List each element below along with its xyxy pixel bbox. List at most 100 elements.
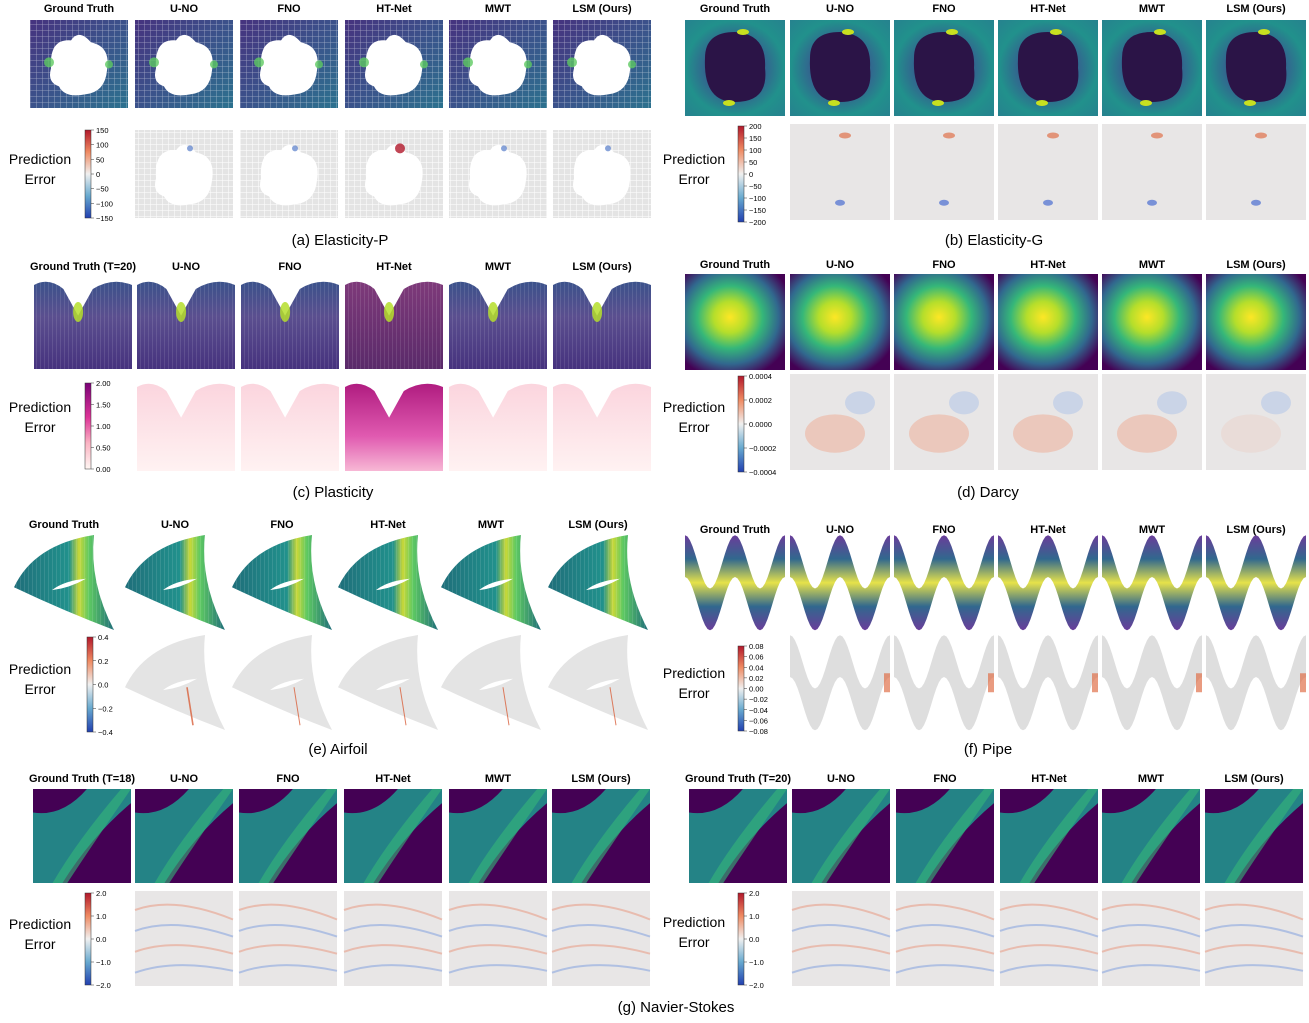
prediction-label: Prediction: [663, 399, 725, 415]
vortex-band: [468, 789, 547, 883]
colorbar-tick-label: 0.04: [749, 663, 764, 672]
colorbar-tick-label: −0.04: [749, 706, 768, 715]
shock-error-line: [186, 687, 194, 726]
error-spot: [1255, 132, 1267, 139]
error-streak: [134, 964, 234, 974]
method-label: MWT: [485, 773, 512, 785]
error-field: [125, 635, 225, 730]
error-streak: [1101, 944, 1201, 955]
panel-caption: (f) Pipe: [964, 741, 1012, 758]
error-field: [449, 383, 547, 471]
method-label: LSM (Ours): [1226, 524, 1286, 536]
shock-error-line: [399, 687, 407, 726]
colorbar-tick-label: −0.02: [749, 695, 768, 704]
error-label: Error: [24, 681, 55, 697]
error-field: [232, 635, 332, 730]
mesh-lines: [34, 281, 132, 369]
ground-truth-label: Ground Truth (T=20): [685, 773, 791, 785]
method-label: HT-Net: [376, 261, 412, 273]
colorbar-tick-label: 0.0: [749, 935, 759, 944]
colorbar-tick-label: −0.4: [98, 728, 113, 737]
colorbar-tick-label: 100: [749, 146, 762, 155]
ground-truth-label: Ground Truth: [29, 519, 100, 531]
shock-error-line: [609, 687, 617, 726]
error-blob: [949, 391, 979, 415]
colorbar-tick-label: 1.50: [96, 401, 111, 410]
pressure-field: [1102, 274, 1202, 370]
error-streak: [1204, 944, 1304, 955]
error-label: Error: [24, 419, 55, 435]
error-field: [894, 635, 994, 731]
colorbar-tick-label: −100: [749, 194, 766, 203]
colorbar-tick-label: 150: [749, 134, 762, 143]
error-field: [1102, 635, 1202, 731]
colorbar: [84, 892, 92, 986]
error-streak: [238, 944, 338, 955]
method-label: HT-Net: [1030, 3, 1066, 15]
hole-shape: [573, 144, 631, 206]
error-blob: [1221, 414, 1281, 453]
error-label: Error: [678, 685, 709, 701]
error-field: [338, 635, 438, 730]
airfoil-shape: [270, 678, 304, 691]
mesh-lines: [449, 281, 547, 369]
method-label: HT-Net: [1031, 773, 1067, 785]
ground-truth-label: Ground Truth: [700, 259, 771, 271]
error-spot: [884, 673, 890, 693]
error-streak: [999, 944, 1099, 955]
hole-shape: [704, 32, 766, 102]
error-blob: [1053, 391, 1083, 415]
panel-airfoil: Ground Truth U-NO FNO HT-Net MWT LSM (Ours) 0.…: [9, 519, 648, 758]
colorbar-tick-label: −2.0: [749, 981, 764, 990]
error-streak: [999, 964, 1099, 974]
airfoil-shape: [586, 678, 620, 691]
ground-truth-label: Ground Truth: [44, 3, 115, 15]
error-field: [1206, 374, 1306, 470]
mesh-lines: [338, 535, 438, 630]
error-spot: [988, 673, 994, 693]
method-label: MWT: [1139, 259, 1166, 271]
method-label: MWT: [1138, 773, 1165, 785]
colorbar: [737, 125, 745, 223]
error-streak: [895, 924, 995, 938]
stress-spot: [1244, 100, 1256, 106]
colorbar-tick-label: 0: [96, 170, 100, 179]
airfoil-shape: [479, 678, 513, 691]
error-spot: [1092, 673, 1098, 693]
method-label: FNO: [276, 773, 300, 785]
prediction-label: Prediction: [663, 914, 725, 930]
mesh-lines: [441, 535, 541, 630]
stress-spot: [828, 100, 840, 106]
error-streak: [1204, 903, 1304, 921]
vortex-band: [258, 789, 337, 883]
colorbar: [737, 892, 745, 986]
method-label: LSM (Ours): [572, 3, 632, 15]
hole-shape: [155, 34, 213, 96]
airfoil-shape: [163, 578, 197, 591]
mesh-lines: [241, 281, 339, 369]
pipe-field: [1102, 535, 1202, 631]
colorbar-tick-label: −100: [96, 199, 113, 208]
error-blob: [1157, 391, 1187, 415]
ground-truth-label: Ground Truth (T=18): [29, 773, 135, 785]
error-spot: [501, 145, 507, 152]
method-label: HT-Net: [1030, 259, 1066, 271]
error-spot: [1151, 132, 1163, 139]
stress-spot: [463, 57, 473, 68]
pressure-field: [685, 274, 785, 370]
hole-shape: [1121, 32, 1183, 102]
method-label: HT-Net: [376, 3, 412, 15]
colorbar-tick-label: 0.0000: [749, 420, 772, 429]
colorbar-tick-label: −0.0004: [749, 468, 776, 477]
panel-pipe: Ground Truth U-NO FNO HT-Net MWT LSM (Ours) 0.…: [663, 524, 1306, 758]
panel-caption: (a) Elasticity-P: [292, 232, 389, 249]
strain-spot: [592, 301, 603, 322]
method-label: MWT: [478, 519, 505, 531]
error-field: [137, 383, 235, 471]
error-streak: [791, 924, 891, 938]
prediction-label: Prediction: [663, 151, 725, 167]
shock-error-line: [502, 687, 510, 726]
error-spot: [395, 143, 405, 154]
colorbar-tick-label: 50: [96, 155, 104, 164]
